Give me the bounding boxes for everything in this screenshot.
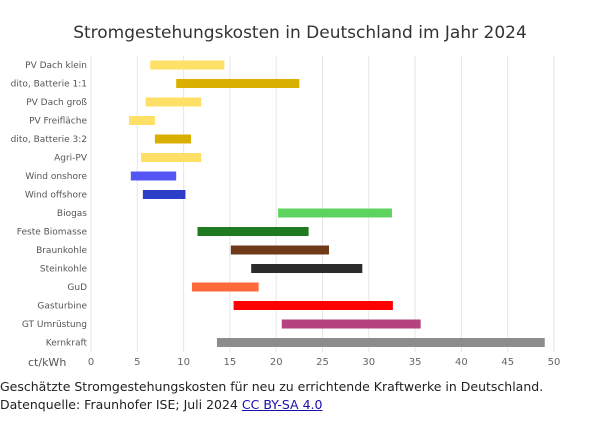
- x-tick-label: 45: [501, 357, 514, 368]
- category-label: Kernkraft: [46, 339, 88, 349]
- category-label: dito, Batterie 1:1: [11, 80, 87, 90]
- category-label: PV Dach klein: [25, 61, 87, 71]
- range-bar: [216, 338, 545, 347]
- category-label: Feste Biomasse: [17, 228, 88, 238]
- category-label: Steinkohle: [40, 265, 88, 275]
- category-label: Gasturbine: [37, 302, 87, 312]
- range-bar: [278, 208, 392, 218]
- range-bar: [230, 245, 329, 255]
- x-axis-ticks: 0 5 10 15 20 25 30 35 40 45 50: [88, 357, 561, 368]
- x-tick-label: 40: [455, 357, 468, 368]
- range-bar: [150, 60, 225, 70]
- caption-text: Geschätzte Stromgestehungskosten für neu…: [0, 379, 544, 412]
- category-label: GuD: [67, 283, 87, 293]
- x-tick-label: 5: [134, 357, 140, 368]
- x-tick-label: 10: [177, 357, 190, 368]
- x-tick-label: 0: [88, 357, 94, 368]
- chart: Stromgestehungskosten in Deutschland im …: [11, 23, 561, 369]
- category-label: PV Freifläche: [29, 117, 87, 127]
- category-label: Braunkohle: [36, 246, 87, 256]
- range-bar: [176, 79, 300, 88]
- range-bar: [130, 171, 177, 181]
- category-label: Wind offshore: [25, 191, 88, 201]
- range-bar: [197, 227, 309, 236]
- category-labels: PV Dach klein dito, Batterie 1:1 PV Dach g…: [11, 61, 88, 349]
- caption: Geschätzte Stromgestehungskosten für neu…: [0, 378, 600, 414]
- bars: [128, 60, 545, 347]
- range-bar: [191, 282, 259, 292]
- x-tick-label: 30: [362, 357, 375, 368]
- range-bar: [142, 190, 186, 199]
- range-bar: [251, 264, 363, 273]
- x-tick-label: 50: [548, 357, 561, 368]
- chart-title: Stromgestehungskosten in Deutschland im …: [73, 23, 527, 43]
- category-label: Agri-PV: [54, 154, 88, 164]
- unit-label: ct/kWh: [28, 356, 66, 369]
- range-bar: [281, 319, 421, 329]
- x-tick-label: 15: [224, 357, 237, 368]
- range-bar: [154, 134, 192, 144]
- range-bar: [141, 153, 202, 162]
- range-bar: [233, 301, 393, 310]
- x-tick-label: 35: [409, 357, 422, 368]
- x-tick-label: 25: [316, 357, 329, 368]
- x-tick-label: 20: [270, 357, 283, 368]
- license-link[interactable]: CC BY-SA 4.0: [241, 397, 323, 412]
- category-label: Biogas: [57, 209, 87, 219]
- range-bar: [145, 97, 202, 107]
- category-label: Wind onshore: [25, 172, 87, 182]
- category-label: GT Umrüstung: [22, 320, 87, 330]
- category-label: dito, Batterie 3:2: [11, 135, 87, 145]
- range-bar: [128, 116, 155, 125]
- category-label: PV Dach groß: [26, 98, 87, 108]
